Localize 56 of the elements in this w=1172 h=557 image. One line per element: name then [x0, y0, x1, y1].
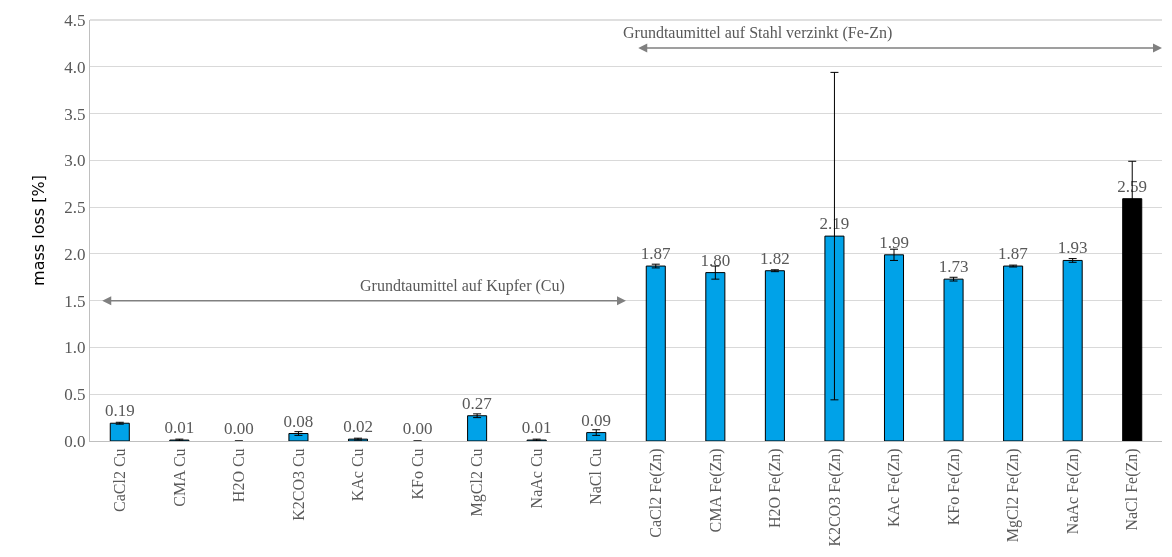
- y-tick-label: 3.5: [64, 104, 86, 124]
- data-label: 1.73: [938, 257, 969, 277]
- x-tick-label: CMA Cu: [170, 448, 188, 507]
- y-tick-label: 1.5: [64, 291, 86, 311]
- x-tick-label: KAc Fe(Zn): [885, 448, 904, 528]
- data-label: 1.99: [879, 232, 909, 252]
- x-tick-label: CMA Fe(Zn): [706, 448, 725, 533]
- x-tick-label: CaCl2 Cu: [110, 448, 128, 512]
- data-label: 1.87: [640, 244, 671, 264]
- bar: [943, 278, 964, 441]
- data-label: 1.80: [700, 250, 731, 270]
- bar: [1003, 265, 1024, 441]
- data-label: 0.00: [402, 419, 433, 438]
- data-label: 0.00: [224, 419, 254, 438]
- bar: [586, 432, 607, 441]
- bar: [467, 415, 488, 441]
- x-tick-label: NaAc Cu: [527, 448, 545, 509]
- x-tick-label: K2CO3 Cu: [289, 448, 307, 521]
- x-tick-label: NaAc Fe(Zn): [1063, 448, 1082, 535]
- data-label: 0.19: [104, 401, 135, 421]
- x-tick-label: MgCl2 Fe(Zn): [1004, 448, 1023, 543]
- y-tick-label: 2.0: [64, 244, 86, 264]
- bar: [288, 433, 309, 441]
- y-tick-label: 0.5: [64, 385, 86, 405]
- annotation: Grundtaumittel auf Kupfer (Cu): [360, 277, 565, 295]
- data-label: 0.27: [461, 393, 493, 413]
- data-label: 1.82: [760, 248, 790, 268]
- y-tick-label: 4.0: [64, 57, 86, 77]
- x-tick-label: KFo Cu: [408, 448, 426, 500]
- data-label: 1.87: [997, 244, 1029, 264]
- bar: [764, 270, 785, 441]
- data-label: 0.09: [581, 410, 612, 430]
- data-label: 0.02: [343, 417, 373, 437]
- bar: [109, 422, 130, 441]
- y-tick-label: 2.5: [64, 198, 86, 218]
- y-tick-label: 0.0: [64, 431, 86, 451]
- x-tick-label: KAc Cu: [349, 448, 367, 502]
- data-label: 0.01: [521, 418, 552, 438]
- y-tick-label: 3.0: [64, 151, 86, 171]
- y-axis-title: mass loss [%]: [29, 175, 49, 286]
- data-label: 0.08: [283, 411, 314, 431]
- x-tick-label: MgCl2 Cu: [468, 448, 487, 517]
- y-tick-label: 1.0: [64, 338, 86, 358]
- x-tick-label: H2O Cu: [230, 448, 248, 503]
- data-label: 1.93: [1057, 238, 1088, 258]
- annotation: Grundtaumittel auf Stahl verzinkt (Fe-Zn): [623, 24, 893, 42]
- bar: [1062, 259, 1083, 441]
- bar: [645, 265, 666, 441]
- x-tick-label: K2CO3 Fe(Zn): [825, 448, 844, 547]
- x-tick-label: KFo Fe(Zn): [944, 448, 963, 526]
- x-tick-label: CaCl2 Fe(Zn): [646, 448, 665, 538]
- y-tick-label: 4.5: [64, 10, 86, 30]
- x-tick-label: NaCl Cu: [587, 448, 605, 505]
- x-tick-label: NaCl Fe(Zn): [1123, 448, 1142, 531]
- data-label: 0.01: [164, 418, 195, 438]
- x-tick-label: H2O Fe(Zn): [766, 448, 785, 528]
